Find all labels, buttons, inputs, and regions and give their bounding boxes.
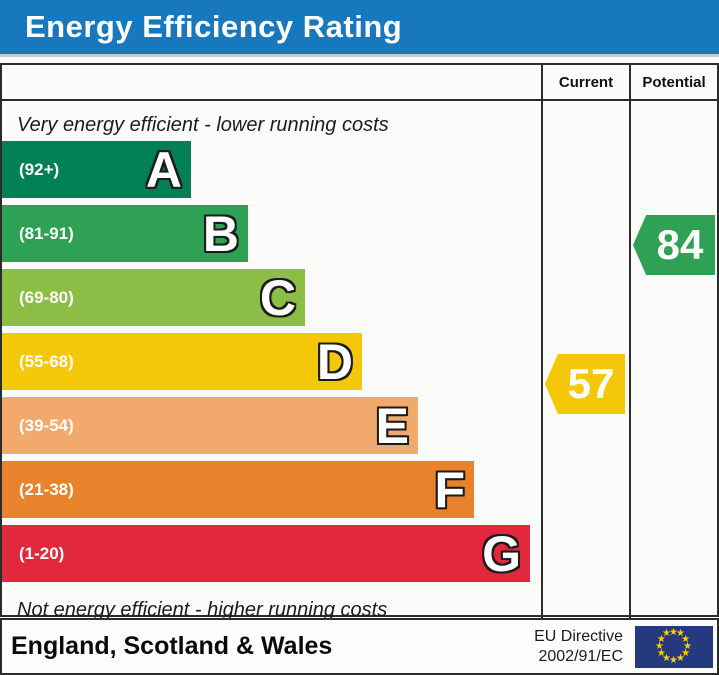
band-a-range: (92+) (19, 159, 60, 179)
band-g: (1-20) G (2, 525, 530, 582)
title-bar: Energy Efficiency Rating (0, 0, 719, 57)
band-g-letter: G (482, 525, 521, 582)
band-f-range: (21-38) (19, 479, 74, 499)
band-b-range: (81-91) (19, 223, 74, 243)
rating-ladder: Very energy efficient - lower running co… (2, 101, 541, 622)
potential-column: 84 (629, 101, 717, 622)
band-d-range: (55-68) (19, 351, 74, 371)
current-column: 57 (541, 101, 629, 622)
band-e-range: (39-54) (19, 415, 74, 435)
rating-table: Current Potential Very energy efficient … (0, 63, 719, 622)
band-b-letter: B (202, 205, 239, 262)
band-a-letter: A (145, 141, 182, 198)
band-b: (81-91) B (2, 205, 248, 262)
region-label: England, Scotland & Wales (11, 632, 333, 660)
potential-rating-value: 84 (656, 221, 704, 268)
top-note: Very energy efficient - lower running co… (17, 114, 389, 136)
page-title: Energy Efficiency Rating (25, 9, 403, 44)
current-column-header: Current (541, 65, 629, 99)
band-f-letter: F (434, 461, 465, 518)
potential-column-header: Potential (629, 65, 717, 99)
eu-directive-line1: EU Directive (534, 627, 623, 645)
table-body: Very energy efficient - lower running co… (2, 101, 717, 622)
table-header-row: Current Potential (2, 65, 717, 101)
eu-flag-icon: ★ ★ ★ ★ ★ ★ ★ ★ ★ ★ ★ ★ (635, 625, 713, 668)
current-rating-marker: 57 (545, 354, 625, 414)
footer: England, Scotland & Wales EU Directive 2… (0, 618, 719, 675)
potential-rating-marker: 84 (633, 215, 715, 275)
band-f: (21-38) F (2, 461, 474, 518)
bottom-note: Not energy efficient - higher running co… (17, 599, 388, 621)
band-a: (92+) A (2, 141, 191, 198)
header-spacer (2, 65, 541, 99)
current-rating-value: 57 (567, 360, 615, 407)
band-d-letter: D (316, 333, 353, 390)
band-c: (69-80) C (2, 269, 305, 326)
band-g-range: (1-20) (19, 543, 65, 563)
band-c-letter: C (259, 269, 296, 326)
band-c-range: (69-80) (19, 287, 74, 307)
eu-directive-line2: 2002/91/EC (538, 647, 623, 665)
band-e-letter: E (375, 397, 409, 454)
band-d: (55-68) D (2, 333, 362, 390)
eu-directive-label: EU Directive 2002/91/EC (534, 627, 623, 667)
band-e: (39-54) E (2, 397, 418, 454)
